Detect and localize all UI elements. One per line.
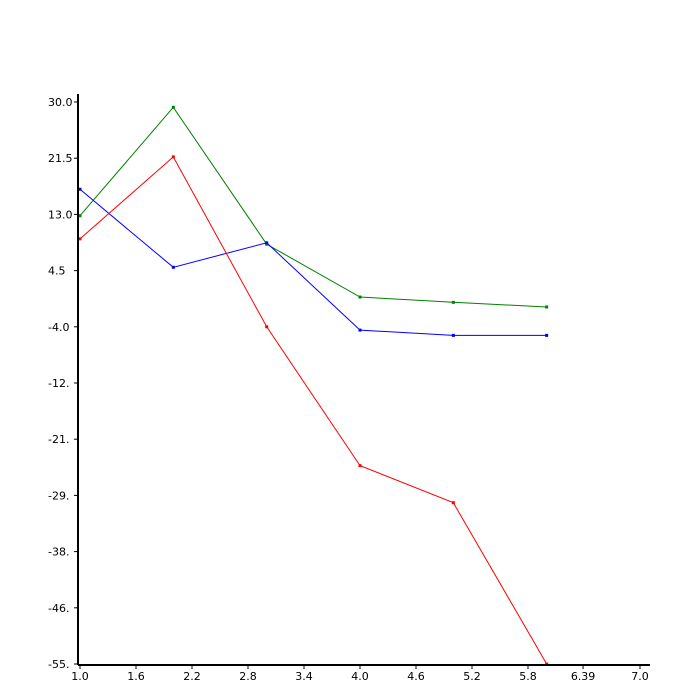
data-point: [171, 155, 175, 159]
series-line: [79, 106, 547, 308]
series-2: [78, 187, 549, 337]
series-layer: [78, 105, 549, 666]
y-tick-label: 21.5: [48, 152, 73, 165]
tick-marks: [74, 101, 641, 669]
data-point: [451, 300, 455, 304]
x-tick-label: 6.39: [571, 670, 596, 683]
y-tick-label: -46.: [48, 602, 69, 615]
data-point: [78, 187, 82, 191]
data-point: [545, 333, 549, 337]
data-point: [265, 241, 269, 245]
series-line: [79, 156, 548, 665]
data-point: [358, 464, 362, 468]
data-point: [78, 237, 82, 241]
y-tick-label: 30.0: [48, 96, 73, 109]
series-3: [78, 155, 549, 666]
y-tick-label: -12.: [48, 377, 69, 390]
x-tick-label: 5.2: [463, 670, 481, 683]
data-point: [451, 501, 455, 505]
data-point: [171, 265, 175, 269]
y-tick-label: -4.0: [48, 321, 69, 334]
x-tick-label: 4.0: [351, 670, 369, 683]
x-tick-label: 1.0: [71, 670, 89, 683]
x-tick-label: 5.8: [519, 670, 537, 683]
y-tick-labels: 30.0 21.5 13.0 4.5 -4.0 -12. -21. -29. -38. -46. -…: [48, 96, 73, 671]
y-tick-label: -38.: [48, 546, 69, 559]
data-point: [358, 328, 362, 332]
data-point: [78, 214, 82, 218]
x-tick-label: 2.2: [183, 670, 201, 683]
x-tick-label: 4.6: [407, 670, 425, 683]
y-tick-label: -55.: [48, 658, 69, 671]
x-tick-label: 7.0: [631, 670, 649, 683]
data-point: [451, 333, 455, 337]
data-point: [358, 295, 362, 299]
series-line: [79, 188, 547, 336]
x-tick-labels: 1.0 1.6 2.2 2.8 3.4 4.0 4.6 5.2 5.8 6.39 7.0: [71, 670, 649, 683]
x-tick-label: 2.8: [239, 670, 257, 683]
y-tick-label: 13.0: [48, 208, 73, 221]
data-point: [171, 105, 175, 109]
data-point: [265, 325, 269, 329]
y-tick-label: 4.5: [48, 265, 66, 278]
y-tick-label: -21.: [48, 433, 69, 446]
series-1: [78, 105, 549, 309]
x-tick-label: 3.4: [295, 670, 313, 683]
data-point: [545, 305, 549, 309]
x-tick-label: 1.6: [127, 670, 145, 683]
y-tick-label: -29.: [48, 489, 69, 502]
